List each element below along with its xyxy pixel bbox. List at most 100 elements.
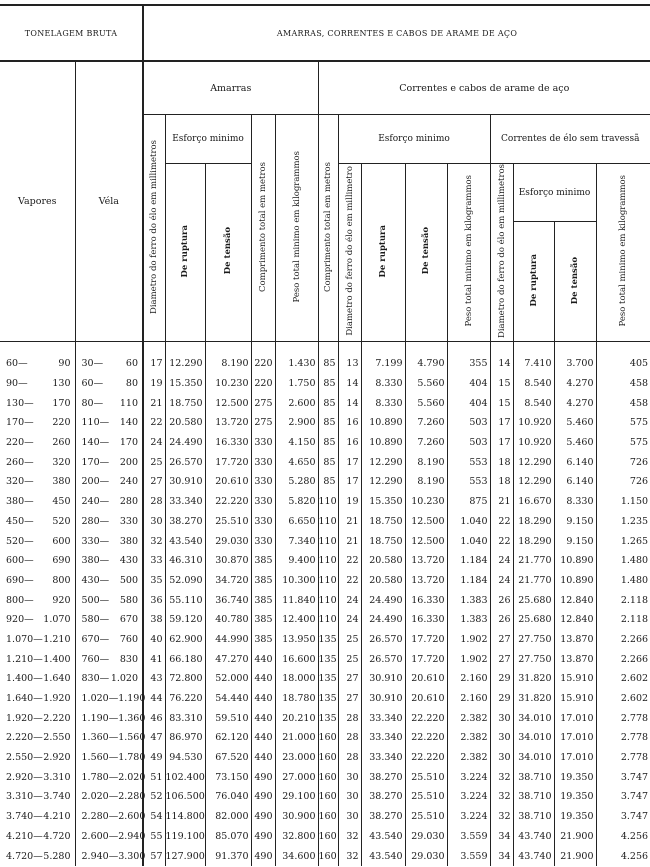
diametro-cell: 34: [489, 846, 514, 866]
vela-range: 2.600— 2.940: [74, 826, 145, 847]
ruptura-cell: 26.570: [164, 452, 206, 473]
peso-cell: 503: [446, 432, 491, 453]
range-to: 2.280: [118, 791, 146, 803]
peso-cell: 575: [595, 432, 650, 453]
range-from: 330—: [81, 535, 110, 547]
table-row: 1.920— 2.220 1.190— 1.360 46 83.310 59.510 440 2…: [0, 708, 650, 729]
range-from: 140—: [81, 437, 110, 449]
header-amarras-diametro: Diametro do ferro do élo em millimetros: [142, 114, 166, 342]
comprimento-cell: 330: [250, 432, 276, 453]
diametro-cell: 32: [337, 826, 362, 847]
comprimento-cell: 440: [250, 747, 276, 768]
diametro-cell: 27: [142, 472, 166, 492]
range-from: 320—: [6, 476, 34, 488]
peso-cell: 4.256: [595, 826, 650, 847]
peso-cell: 1.235: [595, 511, 650, 532]
ruptura-cell: 127.900: [164, 846, 206, 866]
range-from: 2.280—: [81, 811, 119, 823]
range-to: 670: [119, 614, 139, 626]
tensao-cell: 7.260: [404, 432, 448, 453]
diametro-cell: 30: [337, 806, 362, 827]
tensao-cell: 5.460: [553, 413, 597, 433]
spacer-cell: [274, 341, 319, 354]
ruptura-cell: 94.530: [164, 747, 206, 768]
range-to: 1.020: [110, 673, 139, 685]
tensao-cell: 22.220: [404, 708, 448, 729]
ruptura-cell: 12.290: [360, 452, 406, 473]
range-to: 1.780: [118, 752, 146, 764]
comprimento-cell: 135: [317, 649, 339, 669]
diametro-cell: 47: [142, 728, 166, 748]
ruptura-cell: 33.340: [360, 728, 406, 748]
vela-range: 2.280— 2.600: [74, 806, 145, 827]
diametro-cell: 29: [489, 688, 514, 709]
range-from: 4.720—: [6, 850, 43, 862]
tensao-cell: 17.720: [404, 629, 448, 650]
ruptura-cell: 20.580: [360, 570, 406, 591]
vapores-range: 60— 90: [0, 353, 76, 374]
range-from: 4.210—: [6, 830, 43, 842]
vapores-range: 1.640— 1.920: [0, 688, 76, 709]
tensao-cell: 22.220: [404, 728, 448, 748]
peso-cell: 404: [446, 393, 491, 414]
range-from: 600—: [6, 555, 34, 567]
range-from: 240—: [81, 496, 110, 508]
range-to: 90: [58, 358, 71, 370]
range-to: 380: [52, 476, 71, 488]
table-row: 1.640— 1.920 1.020— 1.190 44 76.220 54.440 440 1…: [0, 688, 650, 709]
peso-cell: 30.900: [274, 806, 319, 827]
comprimento-cell: 275: [250, 393, 276, 414]
vela-range: 1.190— 1.360: [74, 708, 145, 729]
tensao-cell: 16.330: [404, 609, 448, 630]
range-to: 520: [52, 515, 71, 527]
header-amarras: Amarras: [142, 61, 319, 115]
peso-cell: 2.118: [595, 609, 650, 630]
vela-range: 240— 280: [74, 491, 144, 512]
tensao-cell: 22.220: [204, 491, 252, 512]
tensao-cell: 22.220: [404, 747, 448, 768]
ruptura-cell: 55.110: [164, 590, 206, 610]
ruptura-cell: 12.290: [360, 472, 406, 492]
ruptura-cell: 43.740: [512, 826, 555, 847]
comprimento-cell: 85: [317, 472, 339, 492]
range-from: 2.920—: [6, 771, 43, 783]
peso-cell: 553: [446, 472, 491, 492]
range-to: 130: [52, 378, 71, 390]
range-from: 2.550—: [6, 752, 43, 764]
peso-cell: 3.747: [595, 767, 650, 788]
table-row: 4.210— 4.720 2.600— 2.940 55 119.100 85.070 490…: [0, 826, 650, 847]
ruptura-cell: 12.290: [512, 472, 555, 492]
tensao-cell: 5.460: [553, 432, 597, 453]
tensao-cell: 17.010: [553, 728, 597, 748]
vela-range: 380— 430: [74, 550, 144, 571]
comprimento-cell: 160: [317, 728, 339, 748]
tensao-cell: 4.270: [553, 393, 597, 414]
vela-range: 760— 830: [74, 649, 144, 669]
header-travessao-esforco: Esforço minimo: [512, 163, 597, 223]
peso-cell: 34.600: [274, 846, 319, 866]
comprimento-cell: 85: [317, 393, 339, 414]
ruptura-cell: 8.540: [512, 393, 555, 414]
ruptura-cell: 33.340: [360, 708, 406, 729]
vapores-range: 1.070— 1.210: [0, 629, 76, 650]
tensao-cell: 19.350: [553, 787, 597, 807]
table-row: 2.220— 2.550 1.360— 1.560 47 86.970 62.120 440 2…: [0, 728, 650, 748]
diametro-cell: 43: [142, 668, 166, 689]
diametro-cell: 36: [142, 590, 166, 610]
diametro-cell: 44: [142, 688, 166, 709]
range-from: 200—: [81, 476, 110, 488]
range-from: 1.560—: [81, 752, 119, 764]
range-from: 920—: [6, 614, 34, 626]
range-from: 1.190—: [81, 712, 119, 724]
tensao-cell: 12.500: [404, 531, 448, 551]
vapores-range: 2.920— 3.310: [0, 767, 76, 788]
diametro-cell: 17: [489, 413, 514, 433]
diametro-cell: 28: [142, 491, 166, 512]
range-from: 1.070—: [6, 633, 43, 645]
peso-cell: 2.778: [595, 728, 650, 748]
peso-cell: 32.800: [274, 826, 319, 847]
table-row: 3.740— 4.210 2.280— 2.600 54 114.800 82.000 490…: [0, 806, 650, 827]
tensao-cell: 17.010: [553, 747, 597, 768]
diametro-cell: 41: [142, 649, 166, 669]
vapores-range: 2.550— 2.920: [0, 747, 76, 768]
